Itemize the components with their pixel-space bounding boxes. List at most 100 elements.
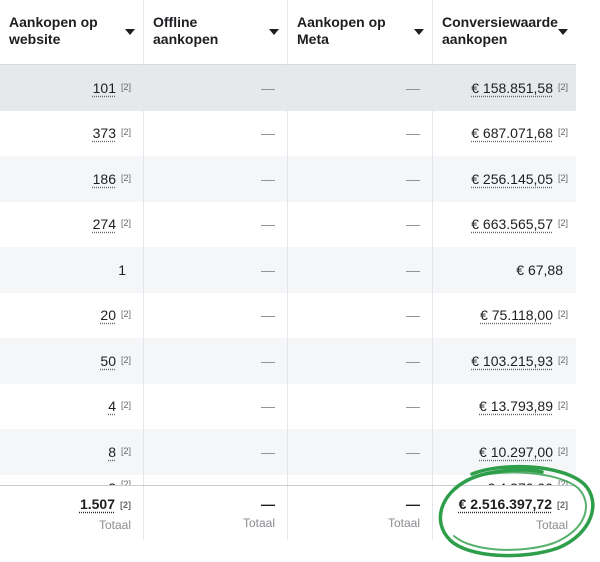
- website-purchases-cell: 20 [2]: [0, 292, 144, 338]
- website-purchases-cell: 1: [0, 247, 144, 293]
- total-website-purchases[interactable]: 1.507: [79, 496, 115, 512]
- total-website-purchases-cell: 1.507 [2] Totaal: [0, 486, 144, 540]
- table-row[interactable]: 101 [2] — — € 158.851,58 [2]: [0, 65, 576, 111]
- empty-value: —: [261, 352, 275, 369]
- total-label: Totaal: [98, 518, 131, 532]
- website-purchases-cell: 373 [2]: [0, 110, 144, 156]
- footnote-ref: [2]: [120, 500, 131, 510]
- total-offline-purchases: —: [261, 496, 275, 512]
- website-purchases-cell: 274 [2]: [0, 201, 144, 247]
- table-body: 101 [2] — — € 158.851,58 [2] 373 [2] — — € …: [0, 65, 576, 493]
- empty-value: —: [406, 216, 420, 233]
- meta-purchases-cell: —: [288, 383, 433, 429]
- conversion-value-cell: € 10.297,00 [2]: [433, 429, 576, 475]
- column-header-website-purchases[interactable]: Aankopen op website: [0, 0, 144, 64]
- footnote-ref: [2]: [120, 478, 131, 489]
- conversion-value-cell: € 256.145,05 [2]: [433, 156, 576, 202]
- footnote-ref: [2]: [557, 309, 568, 320]
- total-conversion-value-cell: € 2.516.397,72 [2] Totaal: [433, 486, 576, 540]
- meta-purchases-cell: —: [288, 156, 433, 202]
- website-purchases-value[interactable]: 8: [108, 443, 116, 460]
- footnote-ref: [2]: [120, 354, 131, 365]
- caret-down-icon[interactable]: [558, 29, 568, 35]
- column-header-label: Aankopen op Meta: [297, 14, 386, 47]
- empty-value: —: [261, 261, 275, 278]
- empty-value: —: [261, 398, 275, 415]
- caret-down-icon[interactable]: [269, 29, 279, 35]
- footnote-ref: [2]: [557, 127, 568, 138]
- meta-purchases-cell: —: [288, 338, 433, 384]
- footnote-ref: [2]: [120, 309, 131, 320]
- website-purchases-value[interactable]: 50: [100, 352, 116, 369]
- website-purchases-cell: 50 [2]: [0, 338, 144, 384]
- conversion-value[interactable]: € 10.297,00: [479, 443, 553, 460]
- total-label: Totaal: [242, 516, 275, 530]
- empty-value: —: [261, 443, 275, 460]
- website-purchases-value[interactable]: 20: [100, 307, 116, 324]
- table-row[interactable]: 1 — — € 67,88: [0, 247, 576, 293]
- footnote-ref: [2]: [120, 127, 131, 138]
- website-purchases-value[interactable]: 274: [92, 216, 116, 233]
- offline-purchases-cell: —: [144, 201, 288, 247]
- empty-value: —: [261, 79, 275, 96]
- empty-value: —: [406, 307, 420, 324]
- empty-value: —: [406, 79, 420, 96]
- empty-value: —: [406, 443, 420, 460]
- total-offline-purchases-cell: — Totaal: [144, 486, 288, 540]
- column-header-label: Offline aankopen: [153, 14, 219, 47]
- website-purchases-value[interactable]: 4: [108, 398, 116, 415]
- column-header-label: Aankopen op website: [9, 14, 98, 47]
- website-purchases-value[interactable]: 373: [92, 125, 116, 142]
- offline-purchases-cell: —: [144, 383, 288, 429]
- results-table: Aankopen op website Offline aankopen Aan…: [0, 0, 576, 540]
- website-purchases-value[interactable]: 186: [92, 170, 116, 187]
- empty-value: —: [261, 307, 275, 324]
- website-purchases-value[interactable]: 101: [92, 79, 116, 96]
- table-row[interactable]: 186 [2] — — € 256.145,05 [2]: [0, 156, 576, 202]
- table-row[interactable]: 274 [2] — — € 663.565,57 [2]: [0, 201, 576, 248]
- conversion-value[interactable]: € 687.071,68: [471, 125, 553, 142]
- caret-down-icon[interactable]: [414, 29, 424, 35]
- conversion-value[interactable]: € 256.145,05: [471, 170, 553, 187]
- table-header: Aankopen op website Offline aankopen Aan…: [0, 0, 576, 65]
- offline-purchases-cell: —: [144, 429, 288, 475]
- conversion-value[interactable]: € 103.215,93: [471, 352, 553, 369]
- conversion-value-cell: € 687.071,68 [2]: [433, 111, 576, 157]
- conversion-value-cell: € 158.851,58 [2]: [433, 65, 576, 111]
- total-meta-purchases: —: [406, 496, 420, 512]
- empty-value: —: [261, 170, 275, 187]
- totals-row: 1.507 [2] Totaal — Totaal — Totaal € 2.51…: [0, 485, 576, 540]
- caret-down-icon[interactable]: [125, 29, 135, 35]
- conversion-value[interactable]: € 663.565,57: [471, 216, 553, 233]
- footnote-ref: [2]: [120, 172, 131, 183]
- table-row[interactable]: 50 [2] — — € 103.215,93 [2]: [0, 338, 576, 384]
- conversion-value: € 67,88: [516, 261, 563, 278]
- footnote-ref: [2]: [120, 218, 131, 229]
- total-conversion-value[interactable]: € 2.516.397,72: [458, 496, 552, 512]
- column-header-conversion-value[interactable]: Conversiewaarde aankopen: [433, 0, 576, 64]
- conversion-value-cell: € 67,88: [433, 247, 576, 293]
- conversion-value[interactable]: € 75.118,00: [480, 307, 553, 324]
- conversion-value-cell: € 663.565,57 [2]: [433, 202, 576, 248]
- conversion-value-cell: € 13.793,89 [2]: [433, 384, 576, 430]
- footnote-ref: [2]: [557, 218, 568, 229]
- footnote-ref: [2]: [557, 172, 568, 183]
- offline-purchases-cell: —: [144, 247, 288, 293]
- meta-purchases-cell: —: [288, 429, 433, 475]
- column-header-offline-purchases[interactable]: Offline aankopen: [144, 0, 288, 64]
- conversion-value[interactable]: € 13.793,89: [479, 398, 553, 415]
- column-header-meta-purchases[interactable]: Aankopen op Meta: [288, 0, 433, 64]
- total-label: Totaal: [387, 516, 420, 530]
- table-row[interactable]: 8 [2] — — € 10.297,00 [2]: [0, 429, 576, 475]
- empty-value: —: [261, 125, 275, 142]
- footnote-ref: [2]: [557, 445, 568, 456]
- meta-purchases-cell: —: [288, 201, 433, 247]
- footnote-ref: [2]: [557, 354, 568, 365]
- meta-purchases-cell: —: [288, 110, 433, 156]
- table-row[interactable]: 373 [2] — — € 687.071,68 [2]: [0, 110, 576, 157]
- meta-purchases-cell: —: [288, 65, 433, 111]
- table-row[interactable]: 20 [2] — — € 75.118,00 [2]: [0, 292, 576, 338]
- table-row[interactable]: 4 [2] — — € 13.793,89 [2]: [0, 383, 576, 430]
- offline-purchases-cell: —: [144, 292, 288, 338]
- conversion-value[interactable]: € 158.851,58: [471, 79, 553, 96]
